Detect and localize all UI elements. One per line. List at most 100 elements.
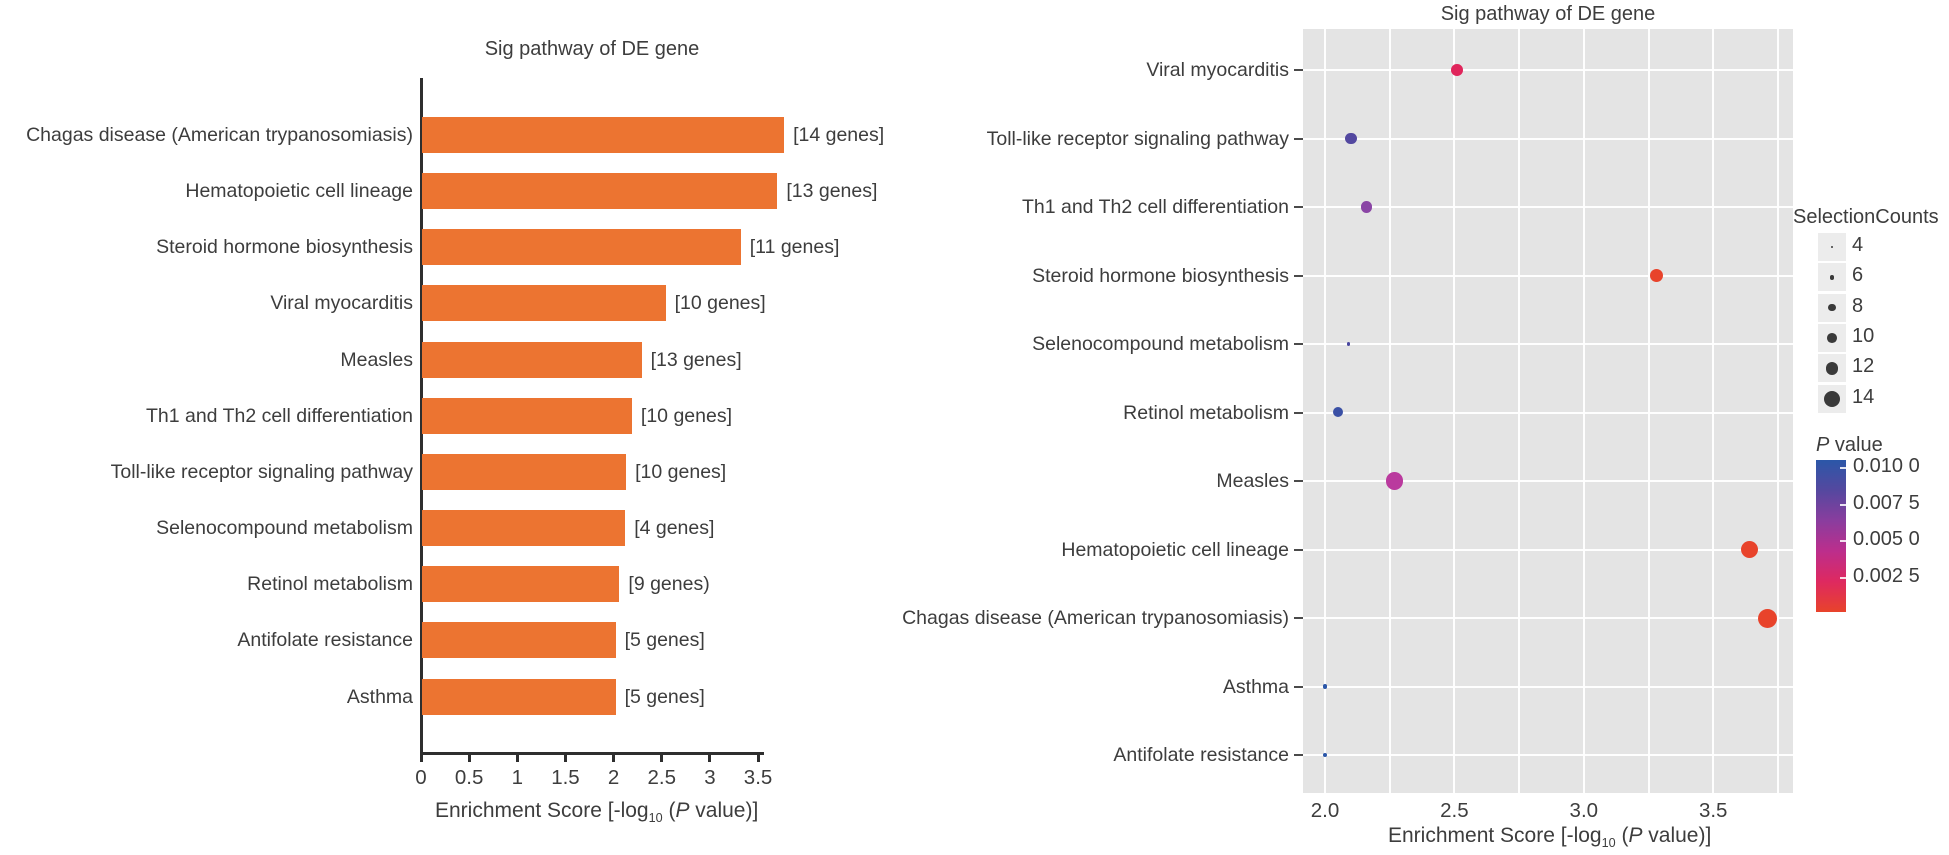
dot-x-tick-label: 2.5 xyxy=(1440,799,1469,822)
gridline-horizontal xyxy=(1303,206,1793,208)
bar-x-tick-mark xyxy=(515,753,519,762)
bar-gene-count-label: [14 genes] xyxy=(793,124,885,146)
bar-gene-count-label: [5 genes] xyxy=(624,685,705,708)
pvalue-colorbar-tick xyxy=(1840,467,1846,469)
bar-category-label: Hematopoietic cell lineage xyxy=(185,180,413,203)
data-point-dot xyxy=(1386,472,1404,490)
bar xyxy=(422,566,620,603)
dot-x-tick-label: 2.0 xyxy=(1310,799,1340,822)
bar xyxy=(422,173,778,210)
gridline-horizontal xyxy=(1303,617,1793,619)
gridline-horizontal xyxy=(1303,480,1793,482)
dot-y-tick-mark xyxy=(1294,480,1303,482)
dot-y-tick-mark xyxy=(1294,274,1303,277)
data-point-dot xyxy=(1322,684,1328,689)
bar-x-axis-title: Enrichment Score [-log10 (P value)] xyxy=(435,799,759,826)
dot-y-tick-mark xyxy=(1294,206,1303,208)
bar-x-tick-label: 1 xyxy=(511,766,523,789)
gridline-vertical xyxy=(1582,29,1585,793)
gridline-vertical xyxy=(1776,29,1779,793)
dot-category-label: Retinol metabolism xyxy=(1123,401,1289,424)
bar xyxy=(422,285,666,322)
data-point-dot xyxy=(1360,201,1373,213)
dot-category-label: Chagas disease (American trypanosomiasis… xyxy=(902,607,1289,629)
bar-category-label: Selenocompound metabolism xyxy=(156,517,413,540)
bar-x-axis-line xyxy=(419,752,764,755)
legend-pvalue-title: P value xyxy=(1816,434,1883,456)
bar xyxy=(422,229,741,266)
gridline-horizontal xyxy=(1303,548,1793,551)
legend-size-dot xyxy=(1829,274,1835,280)
gridline-vertical xyxy=(1647,29,1650,793)
legend-size-label: 6 xyxy=(1852,264,1864,287)
gridline-horizontal xyxy=(1303,754,1793,756)
gridline-horizontal xyxy=(1303,685,1793,688)
dot-y-tick-mark xyxy=(1294,137,1303,140)
dot-category-label: Th1 and Th2 cell differentiation xyxy=(1021,196,1289,218)
legend-size-dot xyxy=(1827,332,1837,343)
dot-y-tick-mark xyxy=(1294,754,1303,756)
bar-category-label: Antifolate resistance xyxy=(237,629,413,652)
bar-category-label: Measles xyxy=(340,348,413,371)
bar-x-tick-mark xyxy=(563,753,567,762)
bar-x-tick-mark xyxy=(660,753,664,762)
dot-y-tick-mark xyxy=(1294,343,1303,345)
legend-size-dot xyxy=(1825,361,1839,375)
gridline-vertical xyxy=(1453,29,1456,793)
legend-size-label: 12 xyxy=(1852,355,1875,378)
gridline-horizontal xyxy=(1303,69,1793,71)
gridline-horizontal xyxy=(1303,343,1793,345)
legend-size-label: 4 xyxy=(1852,234,1864,256)
bar-gene-count-label: [13 genes] xyxy=(650,348,742,371)
dot-y-tick-mark xyxy=(1294,617,1303,619)
dot-category-label: Antifolate resistance xyxy=(1113,744,1289,766)
dot-y-tick-mark xyxy=(1294,548,1303,551)
pvalue-colorbar-label: 0.010 0 xyxy=(1853,455,1920,477)
bar-gene-count-label: [4 genes] xyxy=(634,517,715,540)
pvalue-colorbar-label: 0.007 5 xyxy=(1853,491,1920,514)
bar-chart-title: Sig pathway of DE gene xyxy=(484,38,700,60)
bar-x-tick-label: 2 xyxy=(607,766,620,789)
data-point-dot xyxy=(1346,342,1350,346)
gridline-vertical xyxy=(1518,29,1521,793)
dot-plot-panel xyxy=(1303,29,1793,793)
bar-x-tick-mark xyxy=(756,753,760,762)
legend-size-label: 10 xyxy=(1852,324,1875,347)
bar-x-tick-label: 0 xyxy=(415,766,427,789)
bar xyxy=(422,341,642,378)
gridline-horizontal xyxy=(1303,137,1793,140)
pvalue-colorbar-tick xyxy=(1840,503,1846,506)
legend-size-dot xyxy=(1828,304,1836,312)
bar xyxy=(422,622,616,659)
bar-y-axis-line xyxy=(419,78,423,754)
dot-chart-title: Sig pathway of DE gene xyxy=(1440,3,1656,25)
data-point-dot xyxy=(1451,64,1463,76)
legend-size-label: 8 xyxy=(1852,294,1864,317)
bar-x-tick-mark xyxy=(612,753,616,762)
bar-gene-count-label: [10 genes] xyxy=(640,404,732,427)
pvalue-colorbar xyxy=(1816,460,1846,612)
dot-x-axis-title: Enrichment Score [-log10 (P value)] xyxy=(1388,824,1712,851)
bar-x-tick-label: 3.5 xyxy=(743,766,773,789)
dot-category-label: Steroid hormone biosynthesis xyxy=(1032,264,1289,287)
bar xyxy=(422,397,632,434)
bar xyxy=(422,678,616,715)
pvalue-colorbar-tick xyxy=(1840,576,1846,579)
gridline-horizontal xyxy=(1303,274,1793,277)
pvalue-colorbar-tick xyxy=(1840,540,1846,543)
bar-category-label: Toll-like receptor signaling pathway xyxy=(110,460,413,483)
dot-y-tick-mark xyxy=(1294,685,1303,688)
bar-category-label: Steroid hormone biosynthesis xyxy=(156,236,413,259)
legend-size-title: SelectionCounts xyxy=(1793,206,1939,228)
bar-x-tick-mark xyxy=(419,753,423,762)
pvalue-colorbar-label: 0.005 0 xyxy=(1853,528,1920,551)
bar-category-label: Asthma xyxy=(346,685,413,708)
legend-size-dot xyxy=(1830,245,1834,249)
data-point-dot xyxy=(1758,608,1778,628)
gridline-horizontal xyxy=(1303,411,1793,414)
bar xyxy=(422,510,626,547)
bar xyxy=(422,117,785,153)
dot-y-tick-mark xyxy=(1294,69,1303,71)
bar xyxy=(422,453,627,490)
